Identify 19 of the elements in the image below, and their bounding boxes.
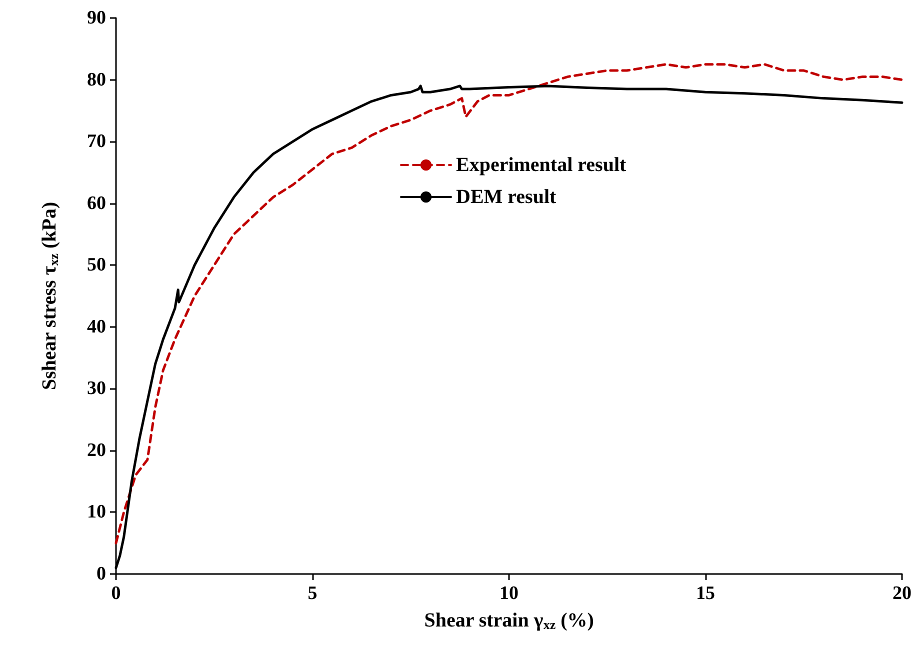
y-tick-label: 0 bbox=[96, 564, 106, 584]
x-tick-label: 20 bbox=[892, 583, 912, 604]
y-axis-title: Sshear stress τxz (kPa) bbox=[38, 202, 61, 390]
y-tick-label: 80 bbox=[87, 69, 106, 90]
x-tick-label: 0 bbox=[111, 583, 121, 604]
legend-label: Experimental result bbox=[456, 154, 627, 176]
y-tick-label: 90 bbox=[87, 8, 106, 28]
y-tick-label: 50 bbox=[87, 254, 106, 276]
y-tick-label: 70 bbox=[87, 131, 106, 152]
x-tick-label: 10 bbox=[500, 583, 518, 604]
x-tick-label: 5 bbox=[308, 583, 318, 604]
x-tick-label: 15 bbox=[696, 583, 715, 604]
legend-label: DEM result bbox=[456, 186, 557, 208]
y-tick-label: 20 bbox=[87, 440, 106, 461]
y-tick-label: 60 bbox=[87, 192, 106, 214]
x-axis-title: Shear strain γxz (%) bbox=[424, 610, 594, 632]
y-tick-label: 10 bbox=[87, 502, 106, 523]
y-tick-label: 30 bbox=[87, 378, 106, 400]
y-tick-label: 40 bbox=[87, 316, 106, 338]
